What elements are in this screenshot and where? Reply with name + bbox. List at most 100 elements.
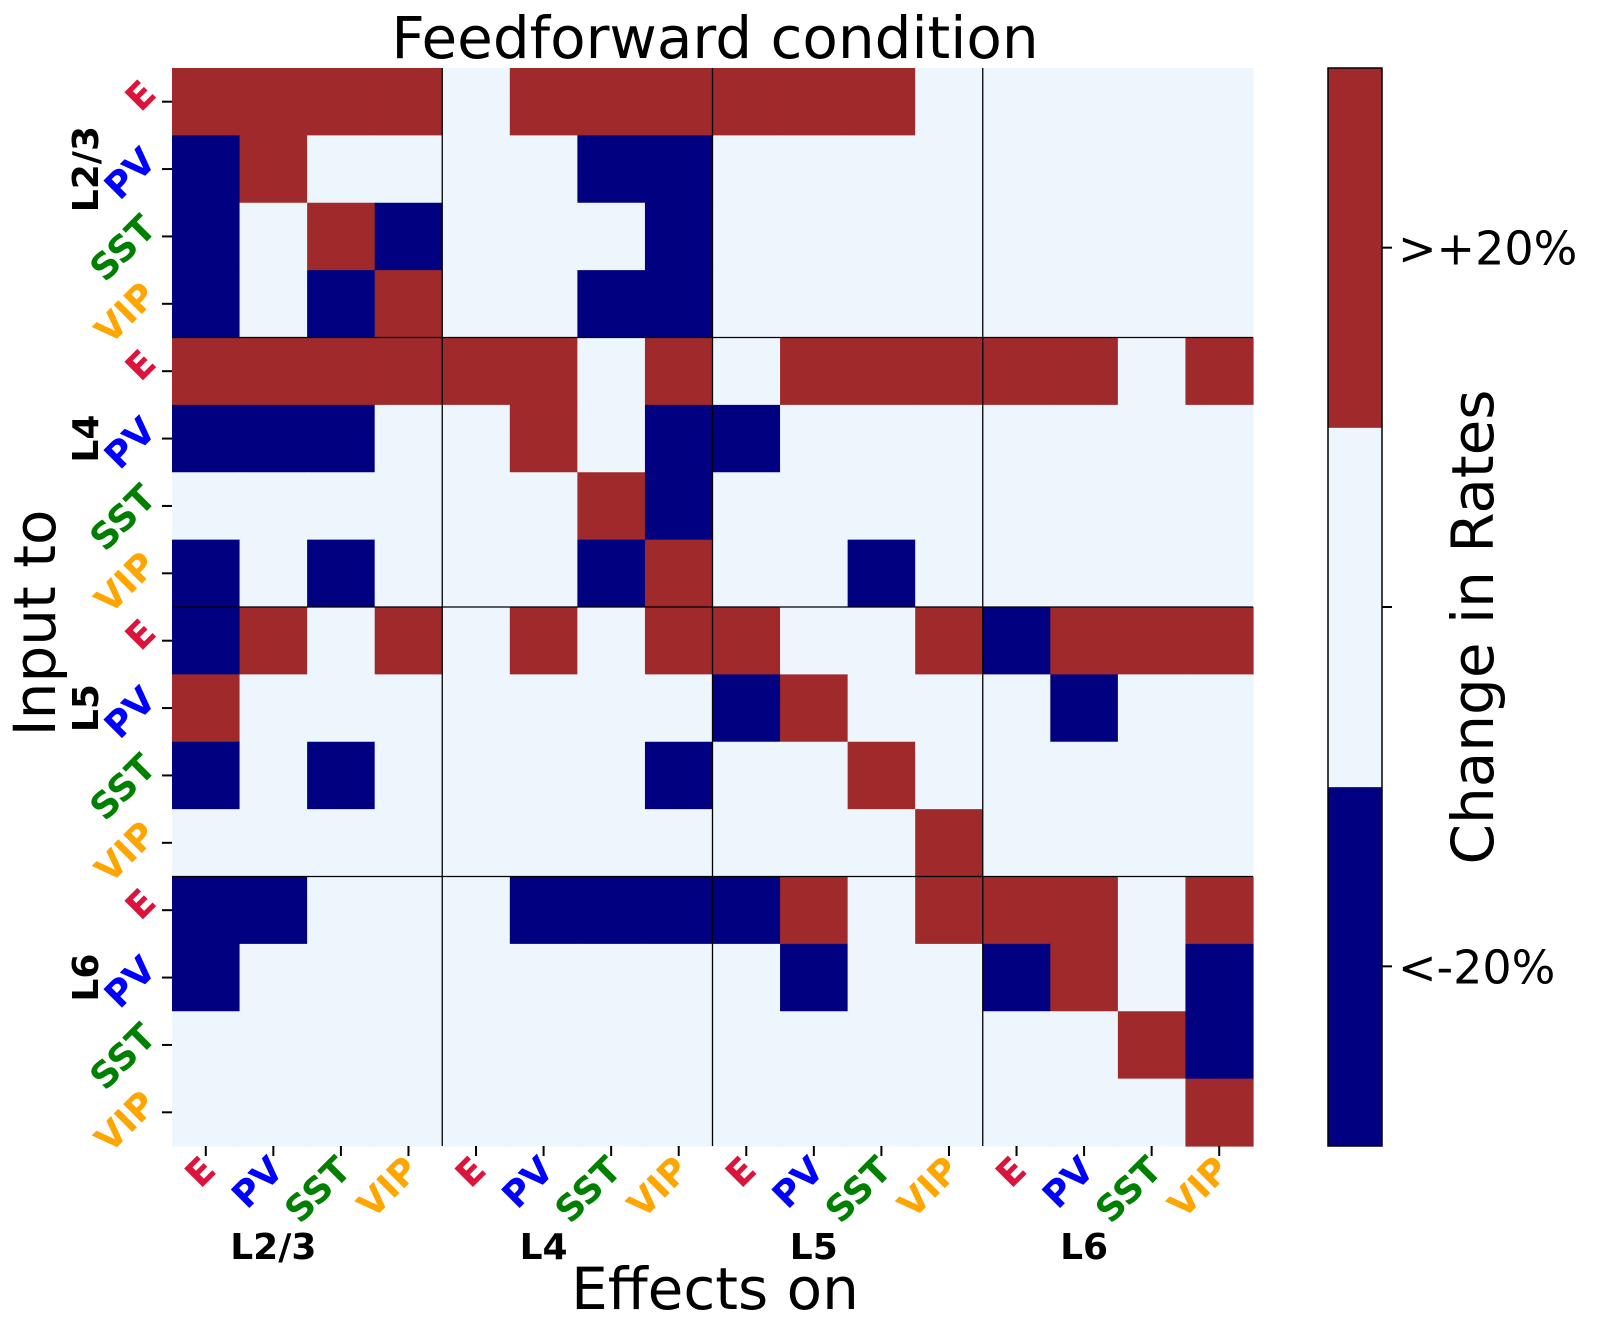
heatmap-cell-2-11 (915, 202, 984, 271)
heatmap-cell-8-14 (1117, 607, 1187, 675)
heatmap-cell-8-1 (239, 607, 308, 675)
heatmap-cell-9-6 (577, 674, 646, 743)
heatmap-cell-13-4 (442, 943, 511, 1012)
heatmap-cell-10-6 (577, 741, 646, 810)
heatmap-cell-13-5 (509, 943, 578, 1012)
heatmap-cell-7-14 (1117, 539, 1187, 608)
heatmap-cell-4-5 (509, 337, 578, 406)
heatmap-cell-13-11 (915, 943, 984, 1012)
heatmap-cell-13-10 (847, 943, 916, 1012)
heatmap-cell-10-9 (780, 741, 849, 810)
heatmap-cell-1-1 (239, 135, 308, 204)
heatmap-cell-11-3 (374, 809, 443, 878)
heatmap-cell-6-3 (374, 472, 443, 541)
heatmap-cell-4-3 (374, 337, 443, 406)
heatmap-cell-7-12 (982, 539, 1051, 608)
heatmap-cell-8-9 (780, 607, 849, 675)
x-tick-label-0: E (178, 1149, 224, 1195)
y-tick-label-4: E (118, 343, 164, 389)
colorbar-tick-label-0: <-20% (1398, 940, 1555, 994)
x-layer-label-3: L6 (1060, 1227, 1108, 1268)
heatmap-cell-9-12 (982, 674, 1051, 743)
heatmap-cell-3-2 (307, 270, 376, 339)
heatmap-cell-10-13 (1050, 741, 1119, 810)
heatmap-cell-9-3 (374, 674, 443, 743)
heatmap-cell-9-15 (1185, 674, 1254, 743)
x-tick-label-11: VIP (891, 1149, 968, 1226)
heatmap-cell-0-13 (1050, 68, 1119, 136)
heatmap-cell-4-8 (712, 337, 781, 406)
heatmap-cell-4-12 (982, 337, 1051, 406)
heatmap-cell-7-5 (509, 539, 578, 608)
heatmap-cell-10-14 (1117, 741, 1187, 810)
heatmap-cell-14-3 (374, 1011, 443, 1080)
heatmap-cell-1-7 (644, 135, 714, 204)
heatmap-cell-1-3 (374, 135, 443, 204)
heatmap-cell-11-11 (915, 809, 984, 878)
heatmap-cell-5-9 (780, 404, 849, 473)
heatmap-cell-0-7 (644, 68, 714, 136)
y-tick-label-6: SST (82, 477, 164, 559)
heatmap-cell-8-8 (712, 607, 781, 675)
heatmap-cell-10-11 (915, 741, 984, 810)
heatmap-cell-11-13 (1050, 809, 1119, 878)
heatmap-cell-2-15 (1185, 202, 1254, 271)
heatmap-cell-12-1 (239, 876, 308, 945)
heatmap-cell-4-4 (442, 337, 511, 406)
heatmap-cell-6-7 (644, 472, 714, 541)
heatmap-cell-2-3 (374, 202, 443, 271)
heatmap-cell-3-13 (1050, 270, 1119, 339)
heatmap-cell-14-8 (712, 1011, 781, 1080)
heatmap-cell-0-5 (509, 68, 578, 136)
heatmap-cell-11-14 (1117, 809, 1187, 878)
heatmap-cell-12-2 (307, 876, 376, 945)
heatmap-cell-11-5 (509, 809, 578, 878)
heatmap-cell-14-0 (172, 1011, 241, 1080)
heatmap-cell-4-1 (239, 337, 308, 406)
heatmap-cell-0-0 (172, 68, 241, 136)
heatmap-cell-8-3 (374, 607, 443, 675)
heatmap-cell-0-1 (239, 68, 308, 136)
heatmap-cell-6-11 (915, 472, 984, 541)
heatmap-cell-4-6 (577, 337, 646, 406)
heatmap-cell-6-15 (1185, 472, 1254, 541)
x-tick-label-3: VIP (350, 1149, 427, 1226)
heatmap-cell-3-12 (982, 270, 1051, 339)
x-axis-title: Effects on (571, 1255, 859, 1323)
heatmap-cell-10-12 (982, 741, 1051, 810)
heatmap-cell-13-8 (712, 943, 781, 1012)
heatmap-cell-15-6 (577, 1078, 646, 1147)
heatmap-cell-3-10 (847, 270, 916, 339)
chart-title: Feedforward condition (391, 4, 1038, 72)
x-tick-label-4: E (448, 1149, 494, 1195)
heatmap-cell-0-15 (1185, 68, 1254, 136)
heatmap-cell-9-1 (239, 674, 308, 743)
heatmap-cell-7-9 (780, 539, 849, 608)
heatmap-cell-12-8 (712, 876, 781, 945)
heatmap-cell-5-12 (982, 404, 1051, 473)
heatmap-cell-13-6 (577, 943, 646, 1012)
heatmap-cell-14-9 (780, 1011, 849, 1080)
heatmap-cell-13-1 (239, 943, 308, 1012)
heatmap-cell-9-10 (847, 674, 916, 743)
heatmap-cell-14-6 (577, 1011, 646, 1080)
heatmap-cell-7-13 (1050, 539, 1119, 608)
heatmap-cell-14-12 (982, 1011, 1051, 1080)
heatmap-cell-9-11 (915, 674, 984, 743)
heatmap-cell-6-13 (1050, 472, 1119, 541)
y-tick-label-5: PV (97, 410, 164, 477)
heatmap-cell-2-7 (644, 202, 714, 271)
heatmap-cell-5-11 (915, 404, 984, 473)
heatmap-cell-11-12 (982, 809, 1051, 878)
heatmap-cell-1-10 (847, 135, 916, 204)
heatmap-cell-5-7 (644, 404, 714, 473)
heatmap-cell-4-15 (1185, 337, 1254, 406)
heatmap-cell-14-14 (1117, 1011, 1187, 1080)
x-tick-label-2: SST (277, 1149, 359, 1231)
y-tick-label-12: E (118, 882, 164, 928)
heatmap-cell-0-11 (915, 68, 984, 136)
heatmap-cell-7-6 (577, 539, 646, 608)
heatmap-cell-14-15 (1185, 1011, 1254, 1080)
heatmap-cell-10-5 (509, 741, 578, 810)
